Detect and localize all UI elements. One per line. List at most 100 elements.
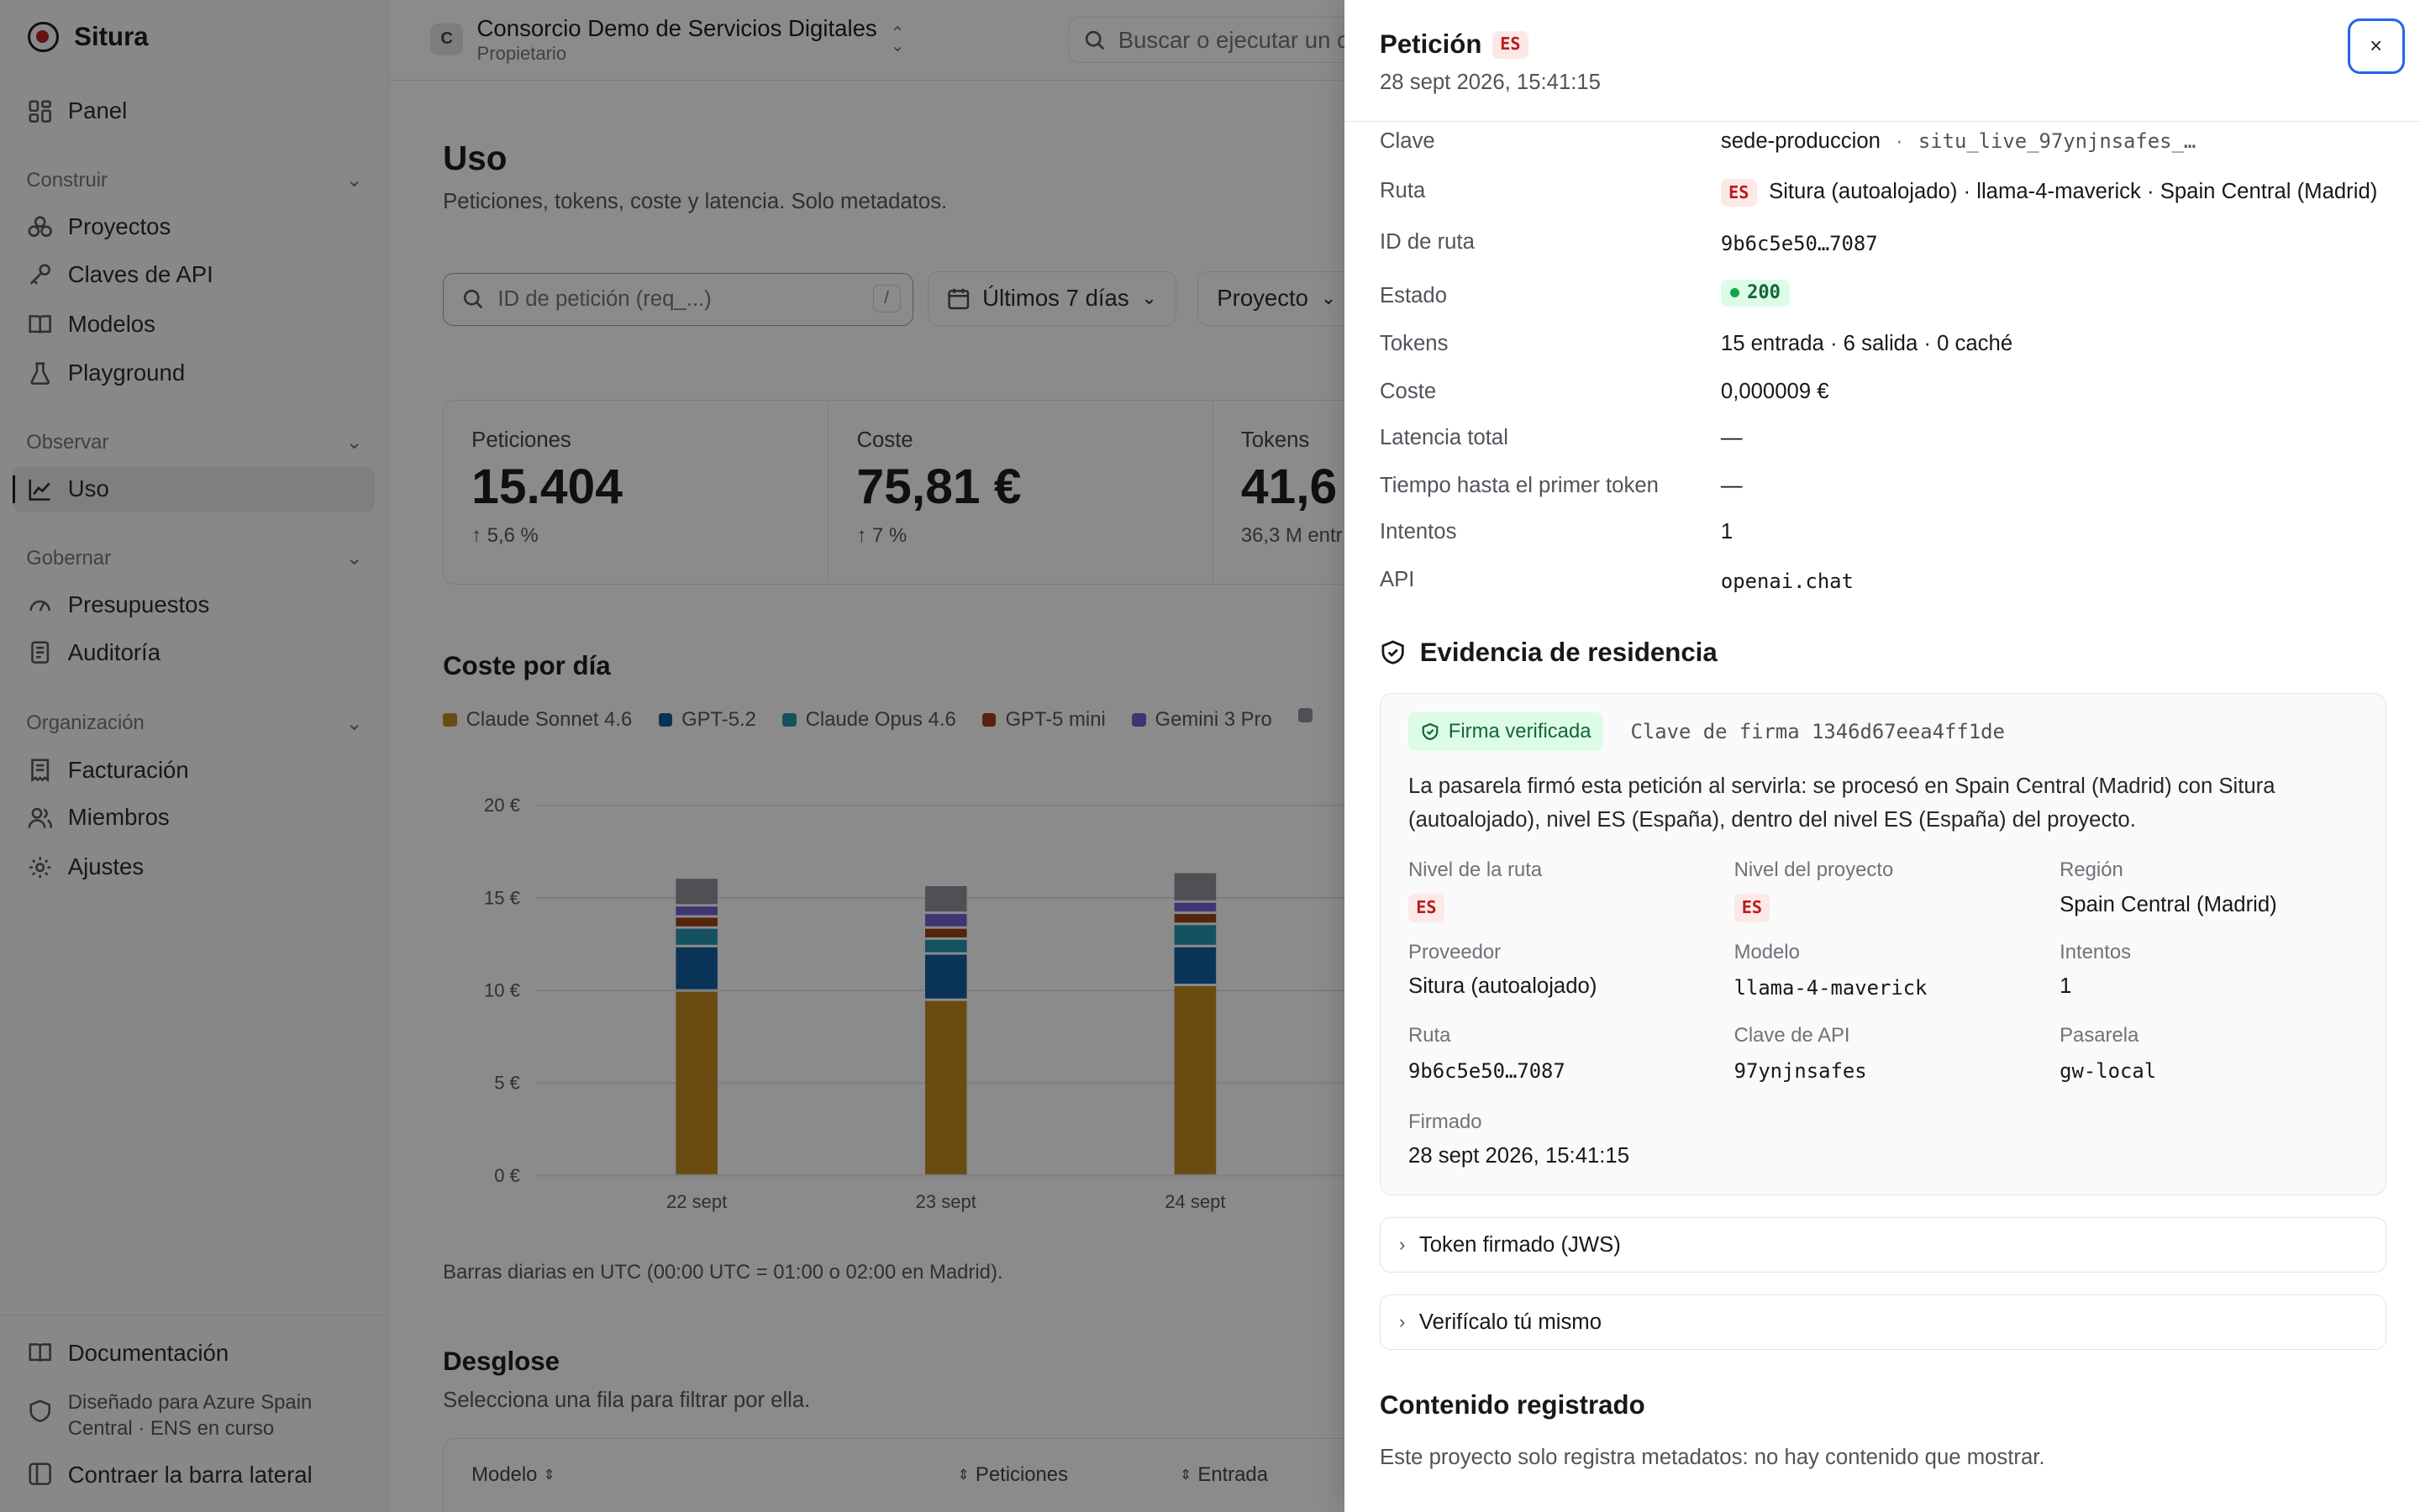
field-value-route: ES Situra (autoalojado) · llama-4-maveri… — [1720, 179, 2377, 207]
evidence-title: Evidencia de residencia — [1380, 638, 1718, 668]
sidebar-item-facturacion[interactable]: Facturación — [13, 747, 376, 793]
field-label: ID de ruta — [1380, 229, 1475, 254]
bar-segment[interactable] — [676, 906, 718, 916]
stat-label: Coste — [856, 428, 913, 452]
receipt-icon — [31, 759, 50, 783]
column-model[interactable]: Modelo ⇕ — [471, 1463, 555, 1487]
cost-section-title: Coste por día — [443, 651, 611, 681]
sidebar-item-proyectos[interactable]: Proyectos — [13, 203, 376, 249]
legend-label: Claude Opus 4.6 — [805, 708, 956, 732]
field-value-route-id: 9b6c5e50…7087 — [1720, 231, 1878, 255]
sidebar-item-playground[interactable]: Playground — [13, 350, 376, 396]
evidence-value: gw-local — [2060, 1058, 2157, 1083]
users-icon — [28, 807, 53, 828]
verify-yourself-collapsible[interactable]: › Verifícalo tú mismo — [1380, 1294, 2386, 1351]
sidebar-item-modelos[interactable]: Modelos — [13, 301, 376, 347]
sidebar-item-ajustes[interactable]: Ajustes — [13, 844, 376, 890]
section-observar[interactable]: Observar ⌄ — [26, 430, 362, 454]
bar-segment[interactable] — [676, 947, 718, 990]
bar-segment[interactable] — [925, 939, 967, 953]
chevron-down-icon: ⌄ — [345, 431, 363, 454]
command-search-input[interactable]: Buscar o ejecutar un c — [1067, 17, 1439, 64]
evidence-label: Nivel del proyecto — [1733, 858, 1894, 882]
sidebar-item-uso[interactable]: Uso — [12, 465, 376, 512]
sidebar-item-auditoria[interactable]: Auditoría — [13, 629, 376, 675]
org-avatar: C — [430, 23, 463, 56]
evidence-value: 28 sept 2026, 15:41:15 — [1408, 1143, 1630, 1168]
sidebar-item-claves[interactable]: Claves de API — [13, 251, 376, 297]
bar-segment[interactable] — [676, 879, 718, 905]
legend-swatch — [981, 712, 997, 727]
sidebar-item-miembros[interactable]: Miembros — [13, 795, 376, 841]
jws-token-collapsible[interactable]: › Token firmado (JWS) — [1380, 1217, 2386, 1273]
y-tick-label: 0 € — [494, 1165, 520, 1186]
bar-segment[interactable] — [925, 914, 967, 927]
stats-cards: Peticiones 15.404 ↑ 5,6 % Coste 75,81 € … — [443, 399, 1833, 585]
sidebar-item-label: Playground — [67, 360, 186, 386]
sidebar-item-presupuestos[interactable]: Presupuestos — [13, 581, 376, 627]
chevron-down-icon: ⌄ — [1320, 287, 1337, 309]
sort-icon: ⇕ — [1180, 1467, 1192, 1483]
field-value-api: openai.chat — [1720, 569, 1854, 593]
request-detail-drawer: Petición ES 28 sept 2026, 15:41:15 × Cla… — [1344, 0, 2420, 1512]
bar-segment[interactable] — [925, 1000, 967, 1175]
column-input[interactable]: ⇕ Entrada — [1180, 1463, 1268, 1487]
field-label: Coste — [1380, 379, 1437, 403]
project-filter-button[interactable]: Proyecto ⌄ — [1197, 271, 1383, 326]
close-button[interactable]: × — [2347, 18, 2405, 75]
section-organizacion[interactable]: Organización ⌄ — [26, 711, 362, 736]
field-value-status: 200 — [1720, 279, 1790, 307]
bar-segment[interactable] — [1174, 914, 1217, 923]
chart-line-icon — [29, 479, 50, 501]
section-construir[interactable]: Construir ⌄ — [26, 168, 362, 192]
stat-value: 75,81 € — [856, 459, 1022, 515]
stat-delta: ↑ 7 % — [856, 523, 908, 547]
stat-card-requests: Peticiones 15.404 ↑ 5,6 % — [444, 401, 828, 583]
bar-segment[interactable] — [925, 885, 967, 912]
request-id-placeholder: ID de petición (req_...) — [497, 286, 712, 311]
bar-segment[interactable] — [1174, 947, 1217, 984]
chevron-right-icon: › — [1399, 1234, 1406, 1256]
shield-check-icon — [1422, 722, 1439, 740]
date-range-button[interactable]: Últimos 7 días ⌄ — [927, 271, 1176, 326]
bar-segment[interactable] — [1174, 902, 1217, 912]
x-tick-label: 22 sept — [666, 1191, 727, 1212]
request-id-search[interactable]: ID de petición (req_...) / — [443, 273, 914, 326]
column-label: Entrada — [1197, 1463, 1268, 1487]
bar-segment[interactable] — [676, 928, 718, 945]
legend-item[interactable]: GPT-5.2 — [658, 708, 756, 732]
column-requests[interactable]: ⇕ Peticiones — [958, 1463, 1068, 1487]
bar-segment[interactable] — [1174, 925, 1217, 945]
bar-segment[interactable] — [676, 917, 718, 927]
evidence-label: Clave de API — [1733, 1023, 1850, 1047]
field-value-ttft: — — [1720, 473, 1743, 497]
legend-item[interactable]: Gemini 3 Pro — [1132, 708, 1272, 732]
chevron-down-icon: ⌄ — [345, 169, 363, 192]
legend-item[interactable]: Claude Opus 4.6 — [782, 708, 956, 732]
logged-content-title: Contenido registrado — [1380, 1389, 1645, 1420]
sort-icon: ⇕ — [543, 1467, 555, 1483]
verified-text: Firma verificada — [1448, 719, 1591, 743]
field-label: API — [1380, 567, 1415, 591]
bar-segment[interactable] — [1174, 985, 1217, 1175]
command-search-placeholder: Buscar o ejecutar un c — [1118, 26, 1349, 53]
docs-link[interactable]: Documentación — [28, 1340, 229, 1367]
bar-segment[interactable] — [676, 991, 718, 1175]
legend-item[interactable]: GPT-5 mini — [981, 708, 1106, 732]
page-subtitle: Peticiones, tokens, coste y latencia. So… — [443, 189, 948, 213]
docs-label: Documentación — [67, 1340, 229, 1367]
bar-segment[interactable] — [925, 954, 967, 999]
book-icon — [29, 1343, 51, 1362]
brand[interactable]: Situra — [28, 21, 149, 53]
tier-badge: ES — [1720, 179, 1757, 207]
collapse-sidebar-button[interactable]: Contraer la barra lateral — [28, 1462, 313, 1488]
bar-segment[interactable] — [1174, 873, 1217, 900]
sidebar-item-panel[interactable]: Panel — [13, 88, 376, 134]
bar-segment[interactable] — [925, 928, 967, 937]
sidebar-item-label: Claves de API — [67, 260, 213, 287]
section-label: Construir — [26, 168, 108, 192]
y-tick-label: 15 € — [484, 887, 520, 908]
section-gobernar[interactable]: Gobernar ⌄ — [26, 546, 362, 570]
x-tick-label: 24 sept — [1165, 1191, 1225, 1212]
legend-item[interactable]: Claude Sonnet 4.6 — [443, 708, 632, 732]
